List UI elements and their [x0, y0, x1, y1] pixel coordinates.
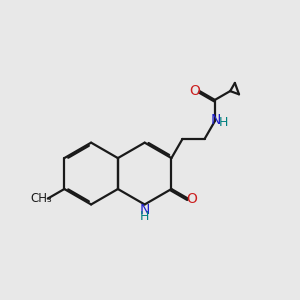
Text: O: O [190, 83, 201, 98]
Text: CH₃: CH₃ [30, 192, 52, 205]
Text: H: H [218, 116, 228, 129]
Text: N: N [210, 113, 220, 127]
Text: N: N [140, 203, 150, 217]
Text: H: H [140, 210, 149, 223]
Text: O: O [186, 192, 197, 206]
